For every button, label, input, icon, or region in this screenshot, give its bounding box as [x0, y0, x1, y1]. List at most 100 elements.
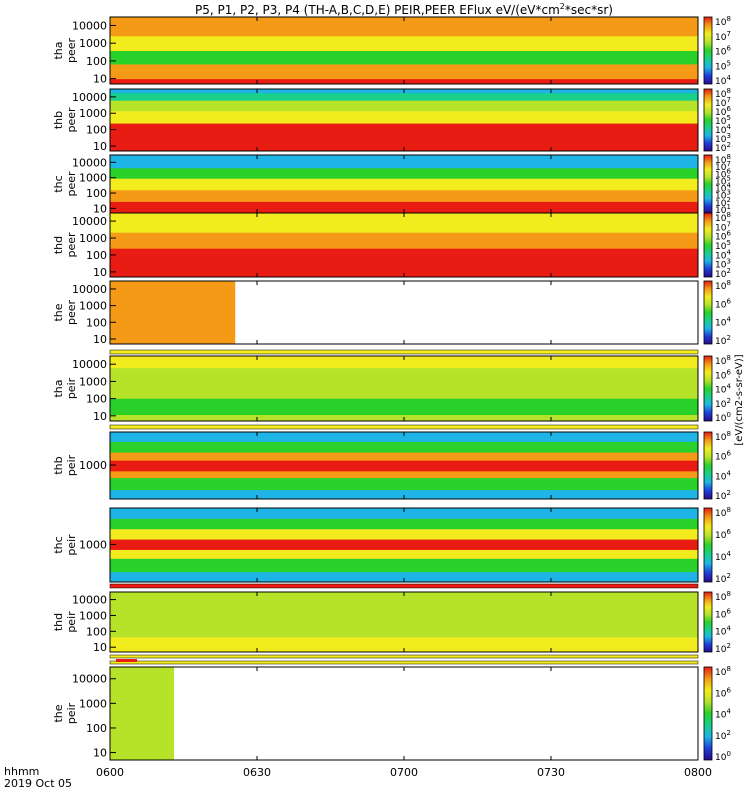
- ribbon-thc-peir-0: [110, 571, 698, 583]
- x-tick-0800: 0800: [684, 766, 712, 779]
- cbar-tick-thb-peer-6: 108: [715, 87, 731, 100]
- y-tick-the-peer-2: 1000: [79, 300, 107, 313]
- cbar-tick-thb-peer-2: 104: [715, 123, 731, 136]
- y-tick-thd-peer-1: 100: [86, 249, 107, 262]
- colorbar-thc-peer: [703, 154, 713, 214]
- cbar-tick-the-peer-3: 108: [715, 279, 731, 292]
- cbar-tick-the-peir-4: 108: [715, 665, 731, 678]
- y-tick-tha-peir-2: 1000: [79, 375, 107, 388]
- y-tick-thc-peir-0: 1000: [79, 538, 107, 551]
- cbar-tick-the-peer-1: 104: [715, 316, 731, 329]
- y-tick-thd-peir-3: 10000: [72, 594, 107, 607]
- y-tick-tha-peir-0: 10: [93, 410, 107, 423]
- colorbar-tha-peir: [703, 355, 713, 422]
- cbar-tick-tha-peer-1: 105: [715, 59, 731, 72]
- ribbon-thc-peir-6: [110, 508, 698, 519]
- colorbar-thd-peer: [703, 212, 713, 278]
- y-tick-thc-peer-0: 10: [93, 202, 107, 215]
- panel-label-thb-peir-0: thb: [52, 456, 65, 474]
- y-tick-thd-peer-0: 10: [93, 266, 107, 279]
- cbar-tick-thd-peir-1: 104: [715, 625, 731, 638]
- cbar-tick-thb-peer-0: 102: [715, 141, 731, 154]
- colorbar-the-peir: [703, 666, 713, 761]
- panel-label-tha-peir-0: tha: [52, 379, 65, 397]
- colorbar-tha-peer: [703, 16, 713, 85]
- status-strip-mark: [116, 659, 137, 662]
- panel-thc-peir: 1000 thc peir 102 104 106 108: [52, 506, 731, 585]
- y-tick-thb-peer-0: 10: [93, 140, 107, 153]
- ribbon-thc-peer-2: [110, 178, 698, 191]
- cbar-tick-thc-peer-6: 107: [715, 160, 731, 173]
- status-strip-1: [109, 424, 699, 430]
- panel-the-peer: 10 100 1000 10000 the peer 102 104 106 108: [52, 279, 731, 347]
- x-tick-0600: 0600: [96, 766, 124, 779]
- colorbar-thc-peir: [703, 507, 713, 583]
- cbar-tick-thd-peer-4: 106: [715, 230, 731, 243]
- chart-title: P5, P1, P2, P3, P4 (TH-A,B,C,D,E) PEIR,P…: [195, 2, 613, 17]
- y-tick-the-peir-0: 10: [93, 747, 107, 760]
- cbar-tick-thd-peer-1: 103: [715, 258, 731, 271]
- ribbon-thb-peir-6: [110, 432, 698, 442]
- panel-frame-the-peir: [109, 666, 699, 761]
- cbar-tick-thb-peir-1: 104: [715, 469, 731, 482]
- y-tick-thc-peer-1: 100: [86, 187, 107, 200]
- cbar-tick-thd-peer-3: 105: [715, 239, 731, 252]
- cbar-tick-thc-peir-3: 108: [715, 506, 731, 519]
- ribbon-thd-peer-2: [110, 232, 698, 249]
- cbar-tick-tha-peir-1: 102: [715, 397, 731, 410]
- panel-label-thb-peer-0: thb: [52, 111, 65, 129]
- ribbon-tha-peer-1: [110, 63, 698, 80]
- cbar-tick-the-peer-0: 102: [715, 334, 731, 347]
- ribbon-thb-peer-1: [110, 123, 698, 136]
- panel-label-the-peir-0: the: [52, 704, 65, 722]
- cbar-tick-thc-peer-5: 106: [715, 167, 731, 180]
- panel-label-thd-peir-1: peir: [65, 611, 78, 633]
- x-axis-date: 2019 Oct 05: [4, 777, 73, 790]
- status-strip-4: [109, 660, 699, 665]
- status-strip-0: [109, 349, 699, 355]
- colorbar-unit-label: [eV/(cm2-s-sr-eV)]: [734, 354, 745, 445]
- y-tick-thd-peir-0: 10: [93, 641, 107, 654]
- colorbar-thb-peir: [703, 431, 713, 500]
- panel-label-tha-peer-1: peer: [65, 38, 78, 64]
- ribbon-tha-peer-2: [110, 50, 698, 65]
- y-tick-thd-peer-2: 1000: [79, 232, 107, 245]
- cbar-tick-the-peir-1: 102: [715, 729, 731, 742]
- cbar-tick-tha-peer-4: 108: [715, 15, 731, 28]
- panel-thb-peir: 1000 thb peir 102 104 106 108: [52, 430, 731, 502]
- y-tick-the-peer-1: 100: [86, 316, 107, 329]
- ribbon-thb-peer-3: [110, 100, 698, 112]
- panel-label-thb-peer-1: peer: [65, 107, 78, 133]
- y-tick-thb-peer-2: 1000: [79, 107, 107, 120]
- cbar-tick-thb-peer-1: 103: [715, 132, 731, 145]
- panel-label-thd-peer-0: thd: [52, 236, 65, 254]
- cbar-tick-thb-peer-3: 105: [715, 114, 731, 127]
- cbar-tick-tha-peer-3: 107: [715, 30, 731, 43]
- cbar-tick-thc-peer-1: 102: [715, 196, 731, 209]
- cbar-tick-thb-peir-2: 106: [715, 450, 731, 463]
- x-axis-label-hhmm: hhmm: [4, 765, 40, 778]
- panel-the-peir: 10 100 1000 10000 the peir 100 102 104 106 108: [52, 665, 731, 763]
- y-tick-thb-peer-1: 100: [86, 124, 107, 137]
- y-tick-tha-peir-3: 10000: [72, 358, 107, 371]
- y-tick-thd-peer-3: 10000: [72, 215, 107, 228]
- cbar-tick-tha-peir-3: 106: [715, 368, 731, 381]
- ribbon-thb-peir-4: [110, 452, 698, 461]
- x-tick-0630: 0630: [243, 766, 271, 779]
- cbar-tick-tha-peer-0: 104: [715, 74, 731, 87]
- ribbon-thc-peer-3: [110, 167, 698, 179]
- cbar-tick-thc-peir-1: 104: [715, 550, 731, 563]
- cbar-tick-thd-peir-2: 106: [715, 607, 731, 620]
- cbar-tick-the-peer-2: 106: [715, 297, 731, 310]
- panel-label-thc-peer-0: thc: [52, 175, 65, 192]
- cbar-tick-thd-peer-0: 102: [715, 267, 731, 280]
- panel-thc-peer: 10 100 1000 10000 thc peer 1011021031041051061…: [52, 153, 731, 216]
- ribbon-thb-peir-1: [110, 477, 698, 491]
- ribbon-thc-peir-4: [110, 528, 698, 540]
- cbar-tick-tha-peir-0: 100: [715, 411, 731, 424]
- ribbon-thd-peer-1: [110, 248, 698, 264]
- ribbon-thc-peir-3: [110, 539, 698, 550]
- cbar-tick-tha-peir-2: 104: [715, 383, 731, 396]
- cbar-tick-thb-peer-4: 106: [715, 105, 731, 118]
